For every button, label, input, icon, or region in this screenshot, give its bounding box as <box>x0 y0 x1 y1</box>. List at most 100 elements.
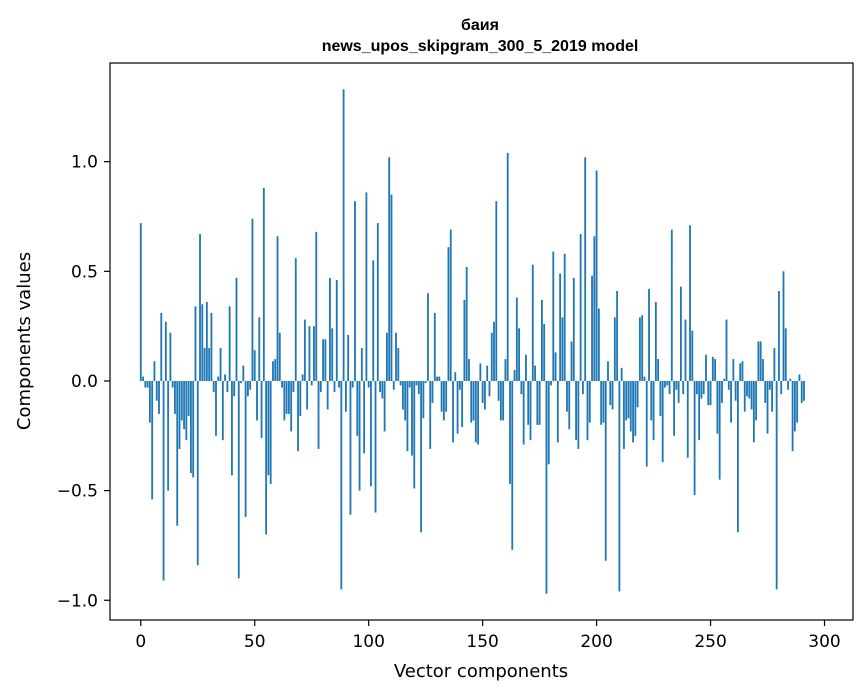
bar-53 <box>260 380 263 438</box>
bar-261 <box>734 380 737 401</box>
bar-235 <box>675 380 678 390</box>
bar-90 <box>344 380 347 412</box>
bar-24 <box>194 306 197 381</box>
bar-37 <box>224 374 226 381</box>
bar-6 <box>153 361 156 381</box>
bar-254 <box>718 380 721 480</box>
bar-266 <box>746 380 748 397</box>
bar-78 <box>317 380 320 449</box>
bar-263 <box>739 363 742 381</box>
bar-3 <box>146 380 149 388</box>
bar-194 <box>582 380 584 395</box>
bar-30 <box>208 348 211 381</box>
bar-95 <box>356 380 359 436</box>
bar-222 <box>645 380 648 467</box>
bar-15 <box>174 380 176 414</box>
bar-69 <box>297 380 299 452</box>
bar-204 <box>604 380 607 561</box>
bar-214 <box>627 380 630 419</box>
bar-56 <box>267 380 270 476</box>
bar-27 <box>201 304 204 381</box>
bar-38 <box>226 380 229 392</box>
bar-191 <box>575 380 577 441</box>
bar-226 <box>654 302 657 381</box>
bar-76 <box>313 326 315 381</box>
bar-198 <box>591 275 593 381</box>
bar-152 <box>486 365 489 381</box>
bar-158 <box>499 380 502 421</box>
bar-21 <box>187 380 190 417</box>
bar-208 <box>613 317 616 381</box>
bar-190 <box>572 277 575 381</box>
bar-28 <box>203 348 206 381</box>
bar-23 <box>192 380 195 478</box>
bar-54 <box>262 188 265 381</box>
bar-271 <box>757 341 760 381</box>
bar-40 <box>231 380 233 476</box>
bar-244 <box>695 380 698 395</box>
bar-131 <box>438 376 441 381</box>
bar-47 <box>246 380 249 397</box>
bar-260 <box>732 359 735 381</box>
bar-85 <box>333 380 336 392</box>
bar-83 <box>329 277 331 381</box>
bar-279 <box>775 380 778 590</box>
bar-176 <box>540 299 543 381</box>
bar-240 <box>686 380 689 458</box>
bar-102 <box>372 260 375 381</box>
bar-156 <box>495 201 498 381</box>
bar-188 <box>568 380 571 430</box>
bar-106 <box>381 380 384 399</box>
bar-5 <box>151 380 154 500</box>
bar-32 <box>212 380 215 392</box>
bar-290 <box>800 380 803 403</box>
bar-215 <box>629 380 632 432</box>
bar-221 <box>643 376 646 381</box>
bar-128 <box>431 380 434 403</box>
bar-11 <box>164 321 167 381</box>
bar-265 <box>743 380 746 412</box>
bar-70 <box>299 380 302 417</box>
bar-281 <box>780 380 783 395</box>
bar-64 <box>285 380 288 414</box>
bar-150 <box>481 380 484 403</box>
bar-250 <box>709 380 712 406</box>
bar-219 <box>638 317 641 381</box>
bar-57 <box>269 380 272 485</box>
bar-252 <box>714 359 717 381</box>
bar-20 <box>185 380 188 441</box>
bar-67 <box>292 380 295 392</box>
bar-179 <box>547 380 550 465</box>
bar-164 <box>513 370 516 381</box>
bar-29 <box>205 302 208 381</box>
bar-216 <box>632 380 634 443</box>
bar-166 <box>518 328 521 381</box>
bar-79 <box>319 380 322 392</box>
bar-7 <box>155 380 158 401</box>
bar-181 <box>552 251 555 381</box>
bar-186 <box>563 253 566 381</box>
bar-61 <box>278 332 281 381</box>
bar-275 <box>766 380 769 434</box>
bar-245 <box>698 380 701 441</box>
chart-subtitle: news_upos_skipgram_300_5_2019 model <box>322 38 639 55</box>
bar-45 <box>242 365 245 381</box>
bar-35 <box>219 348 222 381</box>
bar-286 <box>791 380 794 452</box>
bar-206 <box>609 380 612 406</box>
bar-238 <box>682 380 685 395</box>
bar-87 <box>338 380 340 388</box>
bar-153 <box>488 380 491 397</box>
bar-122 <box>417 380 420 395</box>
bar-84 <box>331 328 334 381</box>
bar-283 <box>784 328 787 381</box>
bar-203 <box>602 380 605 423</box>
bar-101 <box>370 380 372 487</box>
y-tick-label: 0.5 <box>71 262 98 282</box>
bar-253 <box>716 380 719 434</box>
bar-257 <box>725 319 728 381</box>
bar-207 <box>611 380 614 410</box>
x-tick-label: 150 <box>466 632 498 652</box>
x-axis: 0 50 100 150 200 250 300 <box>135 620 841 652</box>
bar-116 <box>404 380 407 421</box>
